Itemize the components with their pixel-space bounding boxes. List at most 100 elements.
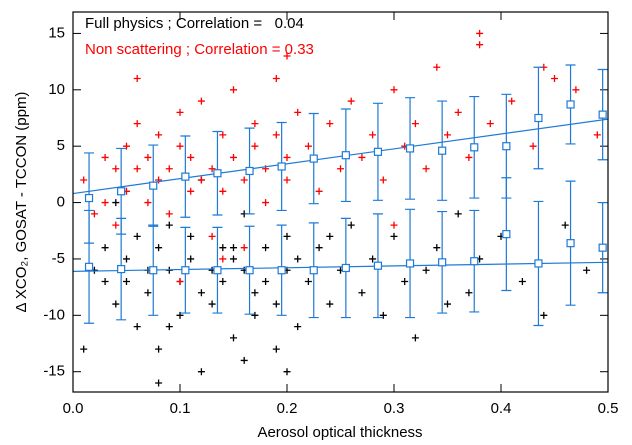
point (187, 232, 195, 240)
point (358, 289, 366, 297)
point (294, 108, 302, 116)
point (240, 244, 248, 252)
point (315, 187, 323, 195)
bin-mean (470, 257, 479, 266)
point (379, 176, 387, 184)
point (272, 345, 280, 353)
point (283, 232, 291, 240)
point (347, 221, 355, 229)
point (304, 142, 312, 150)
point (176, 142, 184, 150)
point (197, 289, 205, 297)
bin-mean (502, 142, 511, 151)
point (219, 244, 227, 252)
point (326, 232, 334, 240)
point (315, 244, 323, 252)
point (187, 255, 195, 263)
point (422, 266, 430, 274)
point (112, 221, 120, 229)
point (369, 255, 377, 263)
y-tick-label: -15 (43, 363, 65, 380)
point (304, 277, 312, 285)
x-tick-label: 0.1 (170, 400, 191, 417)
point (230, 86, 237, 94)
point (347, 97, 355, 105)
bin-mean (534, 113, 543, 123)
point (465, 153, 473, 161)
point (187, 153, 195, 161)
point (593, 131, 601, 139)
point (358, 153, 366, 161)
bin-mean (149, 181, 158, 190)
point (476, 41, 484, 49)
point (411, 120, 419, 128)
point (529, 142, 537, 150)
point (251, 142, 259, 150)
x-tick-label: 0.4 (491, 400, 512, 417)
point (390, 221, 398, 229)
point (230, 153, 237, 161)
point (454, 210, 462, 218)
point (444, 300, 451, 308)
bin-mean (213, 169, 222, 178)
point (208, 232, 216, 240)
point (144, 199, 152, 207)
point (197, 97, 205, 105)
point (230, 244, 237, 252)
point (219, 187, 227, 195)
bin-mean (309, 154, 318, 163)
legend-entry: Full physics ; Correlation = 0.04 (85, 15, 304, 32)
y-tick-label: -5 (52, 250, 65, 267)
point (133, 165, 141, 173)
point (155, 176, 163, 184)
bin-mean (373, 147, 383, 156)
point (230, 255, 237, 263)
bin-mean (566, 100, 575, 109)
point (240, 356, 248, 364)
point (176, 311, 184, 319)
point (133, 75, 141, 83)
point (561, 221, 569, 229)
point (508, 97, 516, 105)
point (401, 277, 409, 285)
x-tick-label: 0.0 (63, 400, 84, 417)
point (465, 289, 473, 297)
point (326, 120, 334, 128)
bin-mean (405, 259, 415, 268)
bin-mean (181, 172, 190, 181)
point (369, 131, 377, 139)
point (101, 244, 109, 252)
point (123, 142, 130, 150)
point (155, 131, 163, 139)
bin-mean (181, 266, 190, 275)
bin-mean (245, 166, 254, 176)
point (283, 368, 291, 376)
y-tick-label: 10 (48, 81, 65, 98)
bin-mean (470, 143, 479, 152)
bin-mean (405, 144, 415, 153)
point (112, 165, 120, 173)
point (262, 199, 270, 207)
point (411, 334, 419, 342)
point (251, 120, 259, 128)
bin-mean (373, 261, 383, 270)
bin-mean (84, 262, 94, 271)
plot-frame (72, 11, 609, 393)
point (272, 300, 280, 308)
point (165, 323, 173, 331)
point (240, 176, 248, 184)
point (144, 153, 152, 161)
point (230, 334, 237, 342)
bin-mean (502, 230, 511, 239)
point (80, 176, 88, 184)
point (101, 277, 109, 285)
point (101, 153, 109, 161)
point (283, 153, 291, 161)
point (101, 199, 109, 207)
x-tick-label: 0.5 (598, 400, 619, 417)
bin-mean (245, 266, 254, 275)
fit-line (72, 261, 609, 272)
point (133, 120, 141, 128)
bin-mean (84, 193, 94, 203)
y-tick-label: 5 (57, 137, 65, 154)
